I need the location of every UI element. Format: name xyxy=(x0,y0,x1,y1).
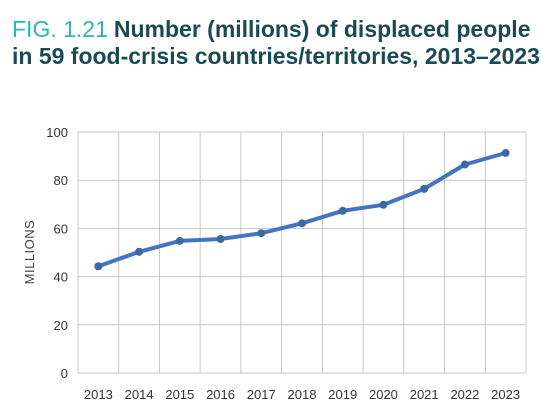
grid-lines xyxy=(77,131,527,374)
data-point xyxy=(175,236,184,245)
x-tick-label: 2021 xyxy=(410,387,439,402)
x-tick-label: 2023 xyxy=(491,387,520,402)
x-tick-label: 2017 xyxy=(247,387,276,402)
data-point xyxy=(338,206,347,215)
title-text: Number (millions) of displaced people in… xyxy=(12,16,540,69)
y-axis-ticks: 0 20 40 60 80 100 xyxy=(46,125,68,381)
y-tick-label: 80 xyxy=(54,173,68,188)
y-axis-label: MILLIONS xyxy=(22,220,37,285)
data-point xyxy=(420,184,429,193)
y-tick-label: 100 xyxy=(46,125,68,140)
x-tick-label: 2014 xyxy=(125,387,154,402)
data-point xyxy=(460,160,469,169)
chart-title: FIG. 1.21 Number (millions) of displaced … xyxy=(12,16,547,70)
data-point xyxy=(216,235,225,244)
series-group xyxy=(94,148,510,271)
data-point xyxy=(298,219,306,228)
data-point xyxy=(94,262,103,271)
y-tick-label: 0 xyxy=(61,366,68,381)
x-tick-label: 2016 xyxy=(206,387,235,402)
x-tick-label: 2022 xyxy=(450,387,479,402)
data-point xyxy=(135,247,144,256)
x-tick-label: 2013 xyxy=(84,387,113,402)
x-tick-label: 2019 xyxy=(328,387,357,402)
y-tick-label: 40 xyxy=(54,270,68,285)
x-axis-ticks: 2013 2014 2015 2016 2017 2018 2019 2020 2021 2022… xyxy=(84,387,520,402)
data-point xyxy=(379,200,388,209)
x-tick-label: 2020 xyxy=(369,387,398,402)
figure-label: FIG. 1.21 xyxy=(12,16,108,42)
data-point xyxy=(501,148,510,157)
data-point xyxy=(257,229,266,238)
y-tick-label: 60 xyxy=(54,221,68,236)
x-tick-label: 2018 xyxy=(288,387,317,402)
y-tick-label: 20 xyxy=(54,318,68,333)
x-tick-label: 2015 xyxy=(165,387,194,402)
